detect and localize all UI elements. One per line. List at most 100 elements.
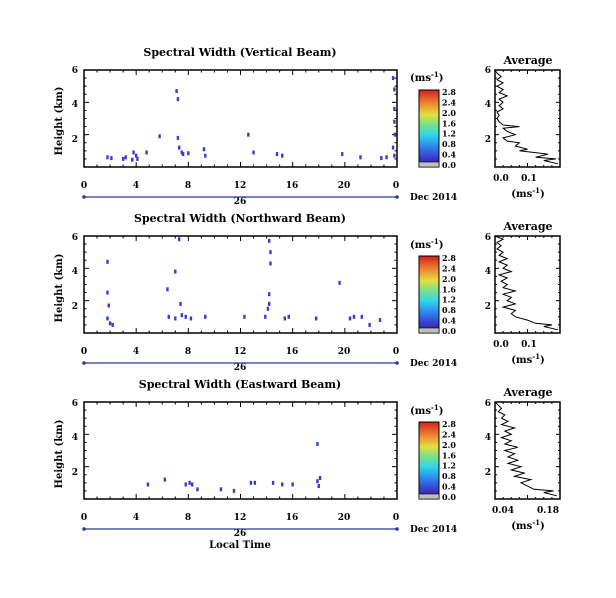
data-point [269, 250, 272, 255]
y-tick-label: 4 [72, 433, 78, 443]
x-tick-label: 12 [234, 513, 247, 523]
data-point [232, 488, 236, 493]
average-profile-line [494, 401, 557, 497]
colorbar-tick-label: 2.4 [442, 97, 456, 107]
data-point [189, 316, 193, 321]
data-point [219, 487, 223, 492]
date-axis-end-marker [395, 527, 399, 531]
data-point [188, 480, 191, 485]
average-x-tick-label: 0.18 [537, 506, 559, 516]
data-point [281, 153, 284, 158]
data-point [253, 480, 257, 485]
data-point [393, 106, 396, 111]
data-point [380, 156, 383, 161]
data-point [180, 150, 184, 155]
data-point [283, 316, 287, 321]
average-x-label: (ms-1) [511, 352, 544, 366]
data-point [385, 155, 388, 160]
colorbar-zero-band [418, 327, 440, 334]
y-tick-label: 6 [72, 66, 78, 76]
colorbar-tick-label: 1.6 [442, 450, 456, 460]
colorbar-tick-label: 2.0 [442, 274, 456, 284]
data-point [391, 76, 395, 81]
x-tick-label: 12 [234, 181, 247, 191]
average-title: Average [502, 386, 552, 399]
data-point [131, 157, 134, 162]
data-point [121, 156, 125, 161]
data-point [316, 479, 319, 484]
date-label: Dec 2014 [410, 193, 457, 203]
data-point [178, 237, 181, 242]
data-point [106, 316, 109, 321]
colorbar [418, 421, 440, 500]
average-y-tick-label: 4 [485, 100, 491, 110]
date-axis-start-marker [82, 361, 86, 365]
data-point [348, 316, 352, 321]
average-plot-frame [494, 235, 561, 334]
colorbar-tick-label: 0.0 [442, 326, 456, 336]
colorbar-tick-label: 2.4 [442, 263, 456, 273]
data-point [352, 314, 356, 319]
data-point [393, 119, 396, 124]
data-point [267, 301, 271, 306]
data-point [368, 322, 371, 327]
colorbar-tick-label: 0.4 [442, 316, 456, 326]
colorbar-tick-label: 2.0 [442, 108, 456, 118]
data-point [378, 318, 382, 323]
data-point [252, 150, 255, 155]
data-point [110, 156, 113, 161]
data-point [249, 480, 253, 485]
colorbar-unit-label: (ms-1) [410, 403, 443, 417]
date-axis-end-marker [395, 361, 399, 365]
date-axis-start-marker [82, 195, 86, 199]
colorbar-unit-label: (ms-1) [410, 237, 443, 251]
svg-text:(ms-1): (ms-1) [410, 237, 443, 251]
data-point [318, 475, 322, 480]
data-point [196, 487, 199, 492]
chart-title: Spectral Width (Vertical Beam) [143, 46, 336, 59]
data-point [180, 313, 184, 318]
average-profile-line [494, 69, 559, 165]
date-day-label: 26 [234, 197, 247, 207]
average-x-tick-label: 0.1 [521, 340, 537, 350]
data-point [106, 259, 109, 264]
colorbar-tick-label: 2.0 [442, 440, 456, 450]
data-point [107, 303, 110, 308]
data-point [264, 314, 267, 319]
colorbar-tick-label: 1.6 [442, 118, 456, 128]
x-tick-label: 4 [133, 513, 139, 523]
x-tick-label: 0 [81, 181, 87, 191]
colorbar-tick-label: 0.0 [442, 160, 456, 170]
average-x-tick-label: 0.1 [521, 174, 537, 184]
x-tick-label: 16 [286, 181, 299, 191]
date-day-label: 26 [234, 363, 247, 373]
colorbar [418, 255, 440, 334]
average-x-tick-label: 0.0 [493, 340, 509, 350]
data-point [291, 482, 294, 487]
colorbar-tick-label: 0.4 [442, 150, 456, 160]
x-tick-label: 0 [81, 347, 87, 357]
data-point [247, 132, 250, 137]
data-point [275, 152, 279, 157]
data-point [271, 480, 275, 485]
data-point [269, 261, 272, 266]
data-point [108, 321, 112, 326]
average-x-label: (ms-1) [511, 186, 544, 200]
date-day-label: 26 [234, 529, 247, 539]
average-y-tick-label: 6 [485, 399, 491, 409]
average-profile-line [494, 235, 559, 331]
x-tick-label: 16 [286, 513, 299, 523]
y-tick-label: 4 [72, 100, 78, 110]
data-point [167, 314, 170, 319]
y-tick-label: 2 [72, 302, 78, 312]
y-axis-label: Height (km) [54, 87, 65, 156]
plot-frame [83, 401, 398, 500]
data-point [191, 482, 194, 487]
x-tick-label: 0 [393, 347, 399, 357]
colorbar-tick-label: 2.8 [442, 87, 456, 97]
colorbar-tick-label: 0.0 [442, 492, 456, 502]
average-title: Average [502, 54, 552, 67]
colorbar [418, 89, 440, 168]
data-point [202, 147, 206, 152]
average-y-tick-label: 2 [485, 302, 491, 312]
